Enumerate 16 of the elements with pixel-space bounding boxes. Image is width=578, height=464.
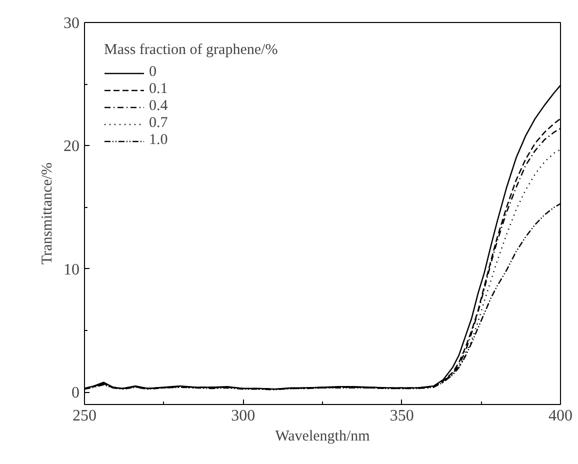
legend-title: Mass fraction of graphene/% <box>104 42 278 59</box>
legend-label: 0.1 <box>149 81 169 98</box>
x-tick-label: 400 <box>548 408 572 424</box>
x-tick-label: 350 <box>390 408 414 424</box>
y-tick-label: 0 <box>72 384 80 402</box>
legend-label: 0.4 <box>149 98 169 115</box>
x-tick-label: 300 <box>231 408 256 424</box>
legend-label: 0.7 <box>149 115 169 132</box>
x-axis-title: Wavelength/nm <box>275 428 370 444</box>
y-tick-label: 20 <box>64 138 80 156</box>
y-tick-label: 10 <box>64 261 80 278</box>
y-tick-label: 30 <box>64 15 80 32</box>
y-axis-title: Transmittance/% <box>40 162 56 264</box>
legend-label: 1.0 <box>149 132 169 149</box>
x-tick-label: 250 <box>72 408 96 424</box>
legend-label: 0 <box>149 64 158 81</box>
